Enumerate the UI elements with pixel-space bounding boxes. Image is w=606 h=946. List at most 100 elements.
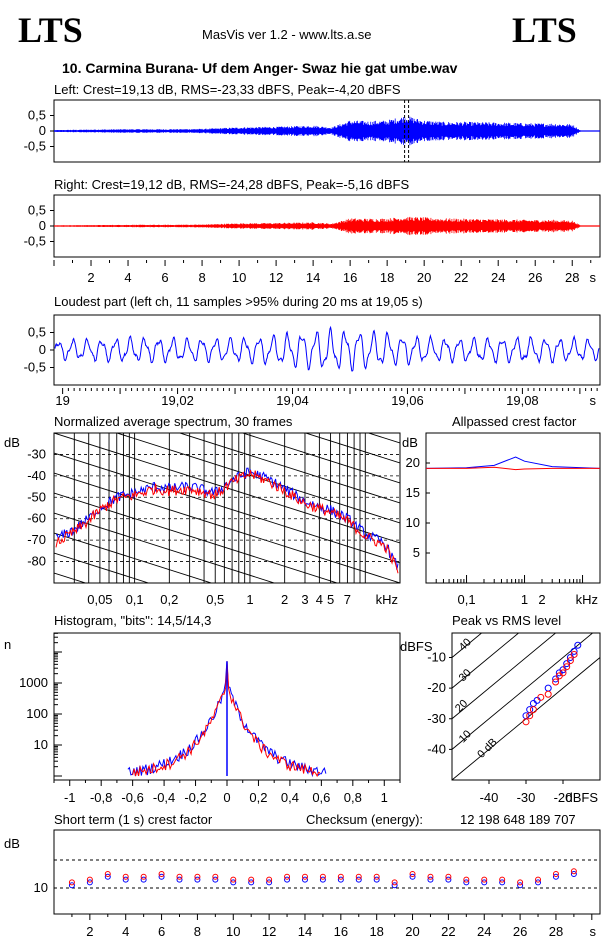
spectrum-chart: dB-30-40-50-60-70-800,05 0,1 0,2 0,5 1 2 3 4 5 7 k… [4,273,401,607]
logo-right: LTS [512,10,577,50]
x-tick-label: 4 [316,592,323,607]
y-tick-label: -60 [27,511,46,526]
y-tick-label: -40 [427,741,446,756]
crest-point [373,876,380,883]
slope-line [115,433,400,524]
x-tick-label: 8 [198,270,205,285]
y-tick-label: 0 [39,342,46,357]
x-unit-label: s [590,924,597,939]
diagonal-line [452,656,600,780]
loudest-frame [53,314,601,386]
slope-line [54,472,400,583]
x-tick-label: 16 [343,270,357,285]
crest-point [86,876,93,883]
x-tick-label: 0,5 [206,592,224,607]
y-tick-label: 15 [406,485,420,500]
x-tick-label: 10 [232,270,246,285]
crest-point [570,868,577,875]
y-tick-label: 5 [413,545,420,560]
x-tick-label: 6 [161,270,168,285]
slope-line [54,512,276,583]
diagonal-label: 20 [453,698,470,715]
y-tick-label: -0,5 [24,234,46,249]
x-tick-label: 0,4 [281,790,299,805]
slope-line [54,273,400,383]
crest-point [535,879,542,886]
y-tick-label: -0,5 [24,360,46,375]
crest-point [86,879,93,886]
checksum-value: 12 198 648 189 707 [460,812,576,827]
slope-line [178,433,400,504]
crest-point [284,876,291,883]
x-tick-label: 22 [454,270,468,285]
x-tick-label: 16 [334,924,348,939]
spectrum-frame [53,432,401,584]
y-tick-label: -30 [27,446,46,461]
crest-point [481,879,488,886]
slope-line [241,433,400,484]
y-tick-label: 0 [39,218,46,233]
logo-left: LTS [18,10,83,50]
short-term-frame [53,829,601,915]
x-tick-label: 10 [226,924,240,939]
peak-rms-title: Peak vs RMS level [452,613,562,628]
crest-point [266,876,273,883]
crest-point [552,873,559,880]
x-tick-label: 19,02 [161,393,194,408]
crest-point [391,882,398,889]
y-axis-label: dBFS [400,639,433,654]
x-tick-label: 4 [124,270,131,285]
x-tick-label: 19 [55,393,69,408]
y-tick-label: 10 [34,880,48,895]
checksum-label: Checksum (energy): [306,812,424,827]
crest-point [337,876,344,883]
peak-rms-frame [451,632,601,781]
y-tick-label: 1000 [19,675,48,690]
spectrum-title: Normalized average spectrum, 30 frames [54,414,293,429]
crest-series [425,456,601,469]
scatter-point [574,641,582,649]
x-tick-label: -40 [480,790,499,805]
y-tick-label: 10 [34,737,48,752]
crest-diagonals [452,633,600,780]
scatter-point [566,657,574,665]
crest-point [248,879,255,886]
loudest-trace [54,325,600,372]
short-term-title: Short term (1 s) crest factor [54,812,213,827]
x-tick-label: 5 [327,592,334,607]
crest-point [176,876,183,883]
crest-point [158,873,165,880]
x-tick-label: 22 [441,924,455,939]
crest-point [427,873,434,880]
crest-point [373,873,380,880]
x-tick-label: 0,2 [249,790,267,805]
y-tick-label: -20 [427,680,446,695]
x-tick-label: 1 [521,592,528,607]
spectrum-series [55,467,399,570]
y-tick-label: 0,5 [28,108,46,123]
x-tick-label: 0,8 [344,790,362,805]
x-tick-label: 18 [369,924,383,939]
x-tick-label: -1 [64,790,76,805]
crest-point [122,873,129,880]
y-tick-label: -0,5 [24,139,46,154]
x-tick-label: 1 [246,592,253,607]
crest-point [68,882,75,889]
y-axis-label: n [4,637,11,652]
crest-point [463,879,470,886]
crest-point [122,876,129,883]
x-tick-label: 24 [491,270,505,285]
crest-point [391,879,398,886]
scatter-point [570,647,578,655]
crest-point [445,876,452,883]
crest-point [140,873,147,880]
crest-point [499,879,506,886]
crest-point [319,876,326,883]
x-tick-label: 19,08 [506,393,539,408]
crest-point [301,876,308,883]
x-tick-label: 26 [513,924,527,939]
y-tick-label: 0 [39,123,46,138]
